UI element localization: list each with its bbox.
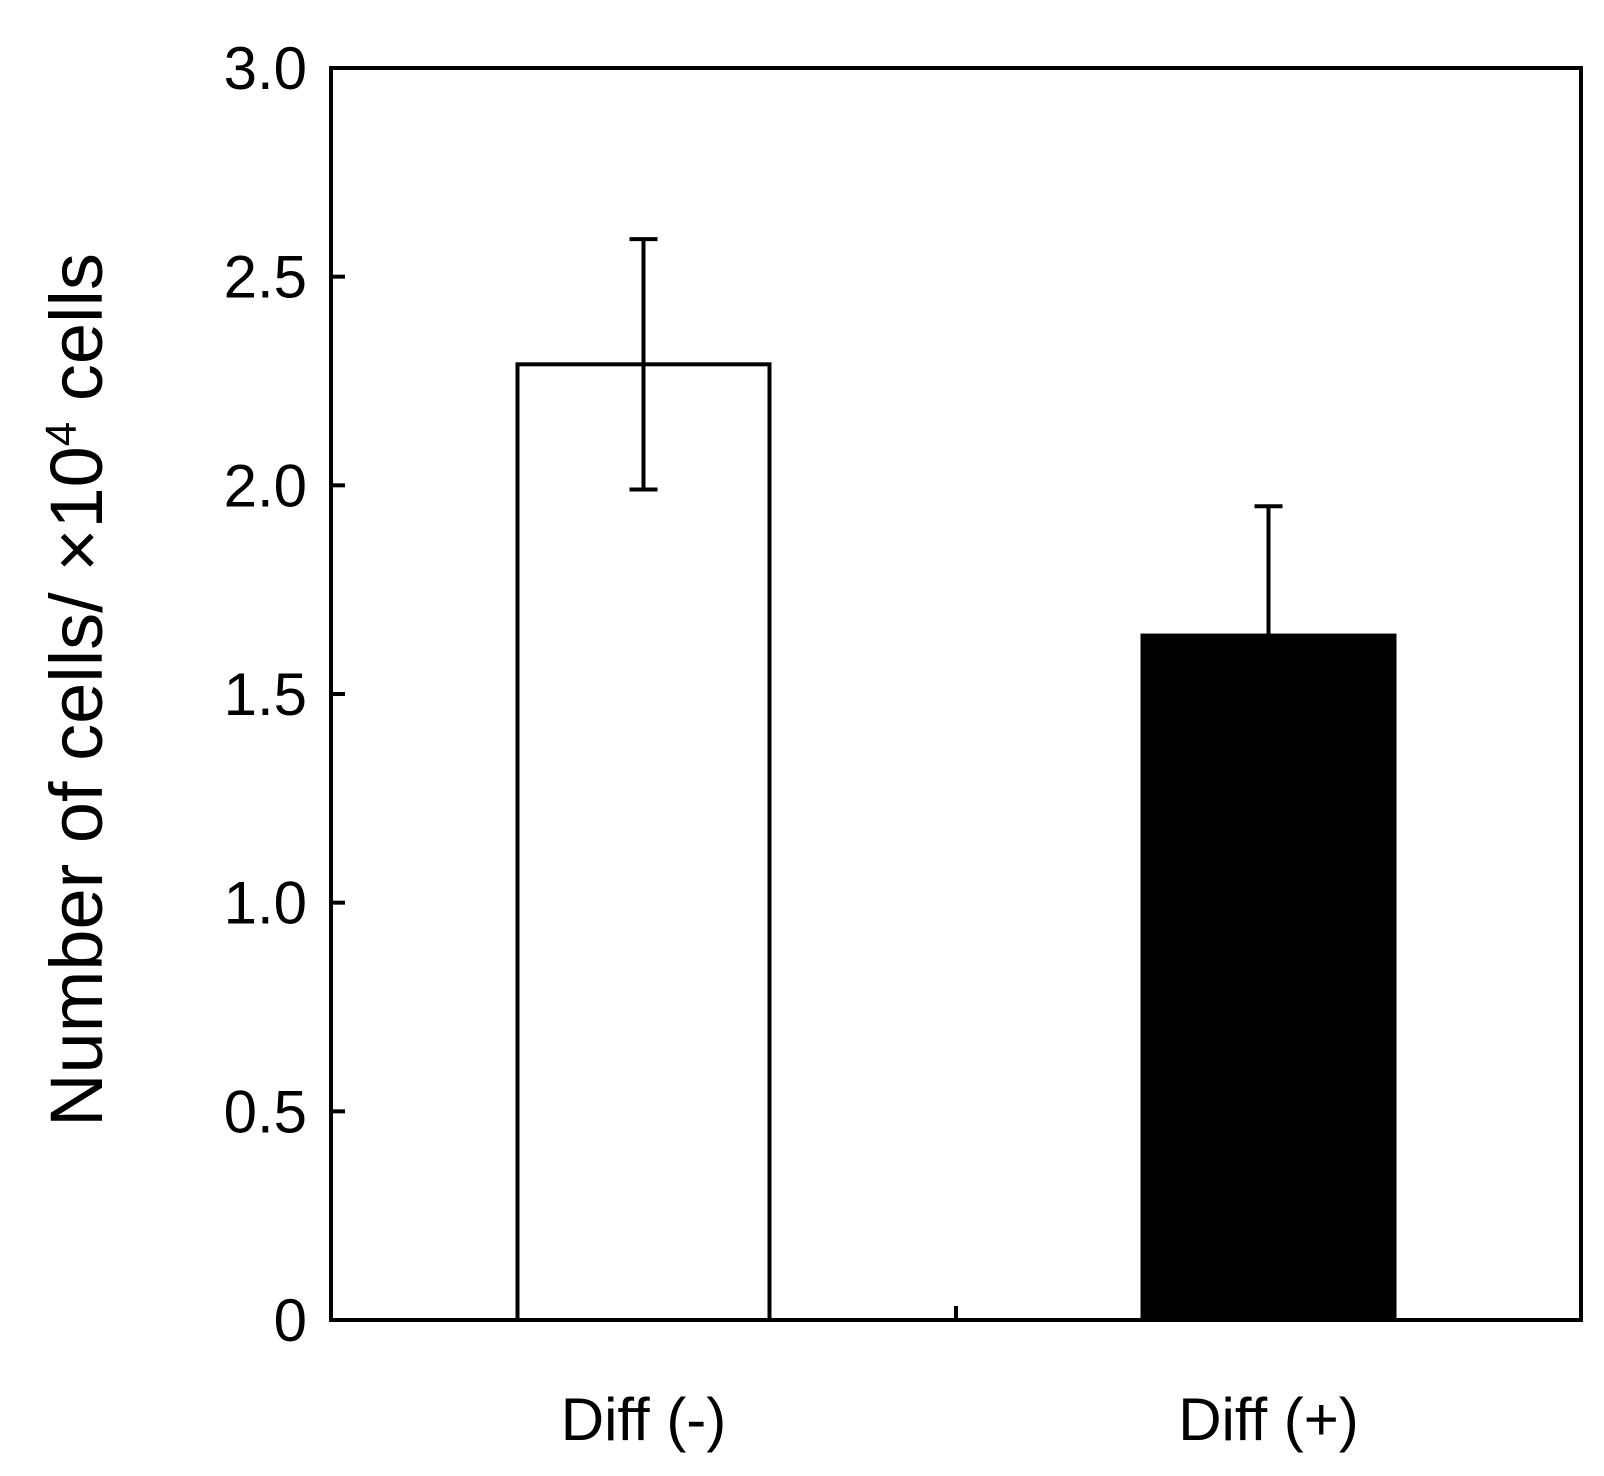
y-tick-label: 2.5 [224,244,307,311]
y-axis-title-superscript: 4 [37,422,86,446]
y-tick-label: 1.0 [224,870,307,937]
y-axis-title-suffix: cells [35,253,118,422]
x-axis: Diff (-) Diff (+) [561,1306,1359,1453]
x-category-label: Diff (+) [1178,1386,1359,1453]
bar-1 [515,362,772,1323]
y-axis-title: Number of cells/ ×104 cells [35,253,118,1127]
y-tick-label: 2.0 [224,452,307,519]
y-tick-label: 0.5 [224,1078,307,1145]
x-category-label: Diff (-) [561,1386,727,1453]
y-tick-label: 3.0 [224,35,307,102]
y-tick-label: 0 [274,1287,307,1354]
error-bars [629,237,1283,636]
y-axis: 0 0.5 1.0 1.5 2.0 2.5 3.0 [224,35,345,1354]
bars [515,362,1397,1323]
y-axis-title-main: Number of cells/ ×10 [35,446,118,1127]
y-tick-label: 1.5 [224,661,307,728]
bar-2 [1140,633,1397,1322]
